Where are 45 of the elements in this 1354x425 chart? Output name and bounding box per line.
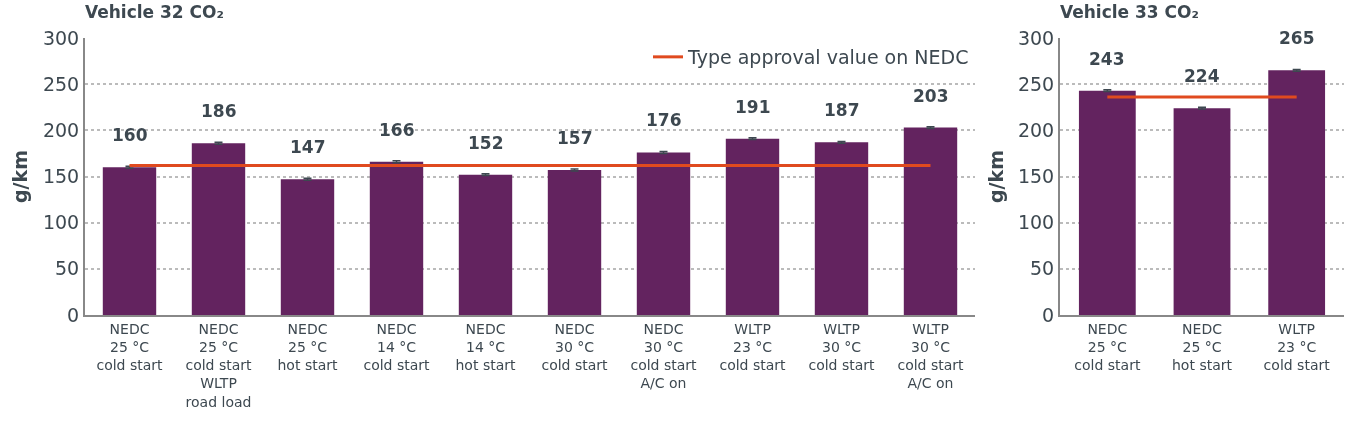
data-label: 166 (379, 120, 415, 140)
x-tick-label: NEDC 14 °C hot start (455, 320, 516, 374)
y-tick-label: 250 (42, 72, 80, 95)
data-label: 191 (735, 97, 771, 117)
y-tick-label: 0 (67, 303, 80, 326)
x-tick-label: WLTP 30 °C cold start A/C on (897, 320, 965, 392)
y-axis-title: g/km (9, 150, 32, 203)
y-tick-label: 150 (42, 165, 80, 188)
legend-label: Type approval value on NEDC (687, 46, 969, 69)
y-tick-label: 200 (1017, 118, 1055, 141)
x-tick-label: NEDC 25 °C cold start (96, 320, 164, 374)
y-tick-label: 250 (1017, 72, 1055, 95)
y-tick-label: 100 (1017, 211, 1055, 234)
data-label: 160 (112, 125, 148, 145)
data-label: 203 (913, 86, 949, 106)
data-label: 243 (1089, 49, 1125, 69)
y-tick-label: 0 (1042, 303, 1055, 326)
x-tick-label: WLTP 30 °C cold start (808, 320, 876, 374)
data-label: 152 (468, 133, 504, 153)
chart-title: Vehicle 32 CO₂ (85, 2, 224, 23)
data-label: 265 (1279, 28, 1315, 48)
y-tick-label: 50 (1030, 257, 1055, 280)
data-label: 157 (557, 128, 593, 148)
data-label: 147 (290, 137, 326, 157)
chart-title: Vehicle 33 CO₂ (1060, 2, 1199, 23)
y-tick-label: 200 (42, 118, 80, 141)
y-tick-label: 100 (42, 211, 80, 234)
y-tick-label: 300 (1017, 26, 1055, 49)
y-tick-label: 50 (55, 257, 80, 280)
x-tick-label: NEDC 25 °C cold start (1074, 320, 1141, 374)
data-label: 224 (1184, 66, 1220, 86)
y-tick-label: 150 (1017, 165, 1055, 188)
x-tick-label: NEDC 25 °C cold start WLTP road load (185, 320, 253, 410)
data-label: 186 (201, 101, 237, 121)
x-tick-label: NEDC 25 °C hot start (1172, 320, 1233, 374)
x-tick-label: WLTP 23 °C cold start (1263, 320, 1331, 374)
x-tick-label: WLTP 23 °C cold start (719, 320, 787, 374)
x-tick-label: NEDC 25 °C hot start (277, 320, 338, 374)
y-tick-label: 300 (42, 26, 80, 49)
x-tick-label: NEDC 14 °C cold start (363, 320, 431, 374)
x-tick-label: NEDC 30 °C cold start A/C on (630, 320, 698, 392)
y-axis-title: g/km (985, 150, 1007, 203)
data-label: 176 (646, 110, 682, 130)
data-label: 187 (824, 100, 860, 120)
x-tick-label: NEDC 30 °C cold start (541, 320, 609, 374)
